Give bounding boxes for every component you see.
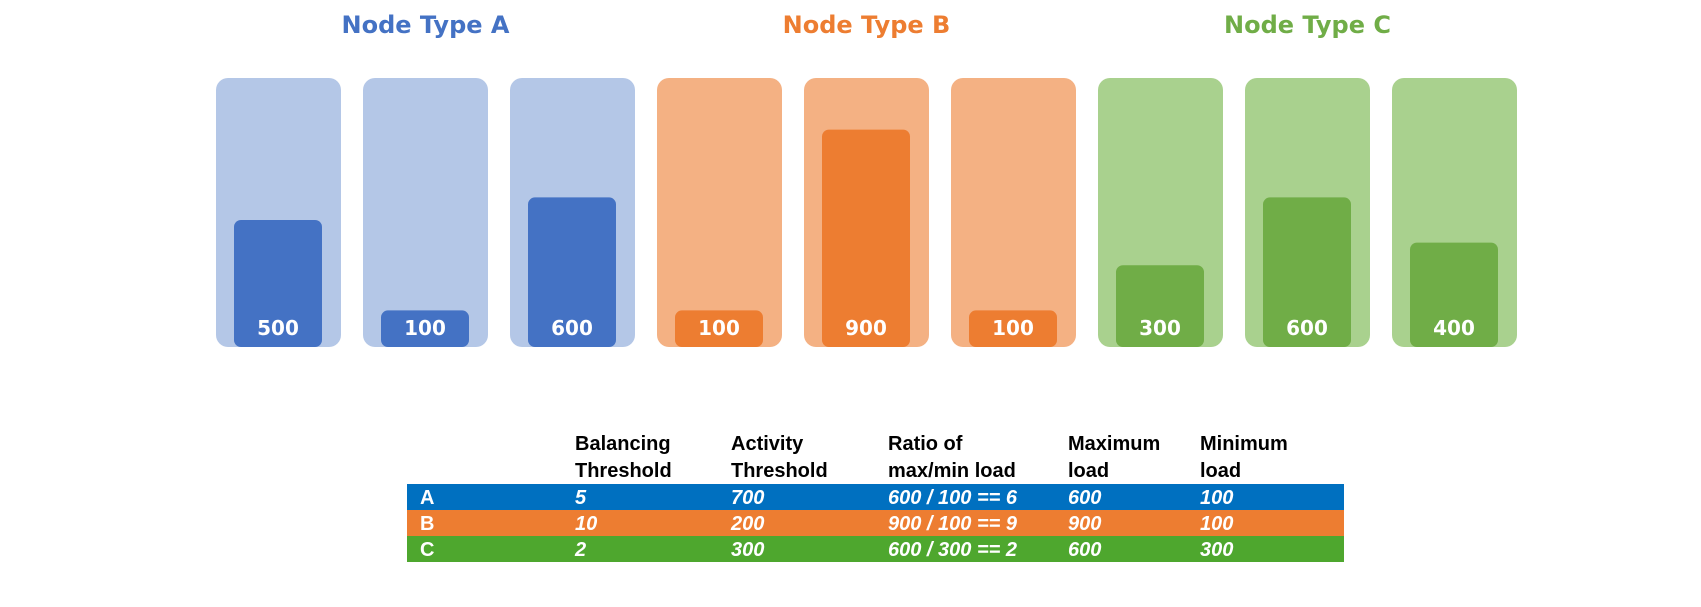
table-cell: 200: [730, 513, 764, 535]
load-bar: [1410, 242, 1498, 347]
load-label: 400: [1433, 316, 1475, 340]
table-cell: 10: [575, 513, 597, 535]
load-bar: [381, 310, 469, 347]
load-label: 600: [1286, 316, 1328, 340]
header-line: load: [1068, 460, 1109, 482]
header-line: Balancing: [575, 433, 671, 455]
header-line: max/min load: [888, 460, 1016, 482]
table-cell: 300: [1200, 539, 1233, 561]
node-container: [363, 78, 488, 347]
header-line: Activity: [731, 433, 804, 455]
table-cell: 5: [575, 487, 587, 509]
table-cell: 600 / 300 == 2: [888, 539, 1017, 561]
load-label: 300: [1139, 316, 1181, 340]
table-row: [407, 536, 1344, 562]
load-bar: [234, 220, 322, 347]
header-line: load: [1200, 460, 1241, 482]
load-label: 600: [551, 316, 593, 340]
header-line: Threshold: [575, 460, 672, 482]
header-line: Maximum: [1068, 433, 1160, 455]
load-label: 900: [845, 316, 887, 340]
load-label: 100: [404, 316, 446, 340]
row-label: B: [420, 513, 434, 535]
load-bar: [969, 310, 1057, 347]
load-bar: [1116, 265, 1204, 347]
table-cell: 300: [731, 539, 764, 561]
load-label: 100: [992, 316, 1034, 340]
load-bar: [675, 310, 763, 347]
group-title: Node Type A: [342, 11, 510, 39]
group-title: Node Type C: [1224, 11, 1391, 39]
table-cell: 100: [1200, 487, 1233, 509]
load-label: 500: [257, 316, 299, 340]
node-container: [657, 78, 782, 347]
table-header: Maximum load: [1068, 433, 1160, 482]
load-bar: [528, 197, 616, 347]
table-row: [407, 484, 1344, 510]
load-label: 100: [698, 316, 740, 340]
table-cell: 100: [1200, 513, 1233, 535]
header-line: Ratio of: [888, 433, 963, 455]
table-header: Balancing Threshold: [575, 433, 672, 482]
table-cell: 600 / 100 == 6: [888, 487, 1018, 509]
table-cell: 600: [1068, 487, 1101, 509]
load-bar: [1263, 197, 1351, 347]
table-cell: 700: [731, 487, 764, 509]
group-title: Node Type B: [783, 11, 951, 39]
table-row: [407, 510, 1344, 536]
table-cell: 2: [574, 539, 586, 561]
table-header: Ratio of max/min load: [888, 433, 1016, 482]
row-label: C: [420, 539, 434, 561]
table-cell: 900 / 100 == 9: [888, 513, 1018, 535]
table-cell: 600: [1068, 539, 1101, 561]
header-line: Minimum: [1200, 433, 1288, 455]
header-line: Threshold: [731, 460, 828, 482]
table-header: Activity Threshold: [731, 433, 828, 482]
row-label: A: [420, 487, 434, 509]
table-header: Minimum load: [1200, 433, 1288, 482]
load-bar: [822, 129, 910, 347]
node-container: [951, 78, 1076, 347]
table-cell: 900: [1068, 513, 1101, 535]
